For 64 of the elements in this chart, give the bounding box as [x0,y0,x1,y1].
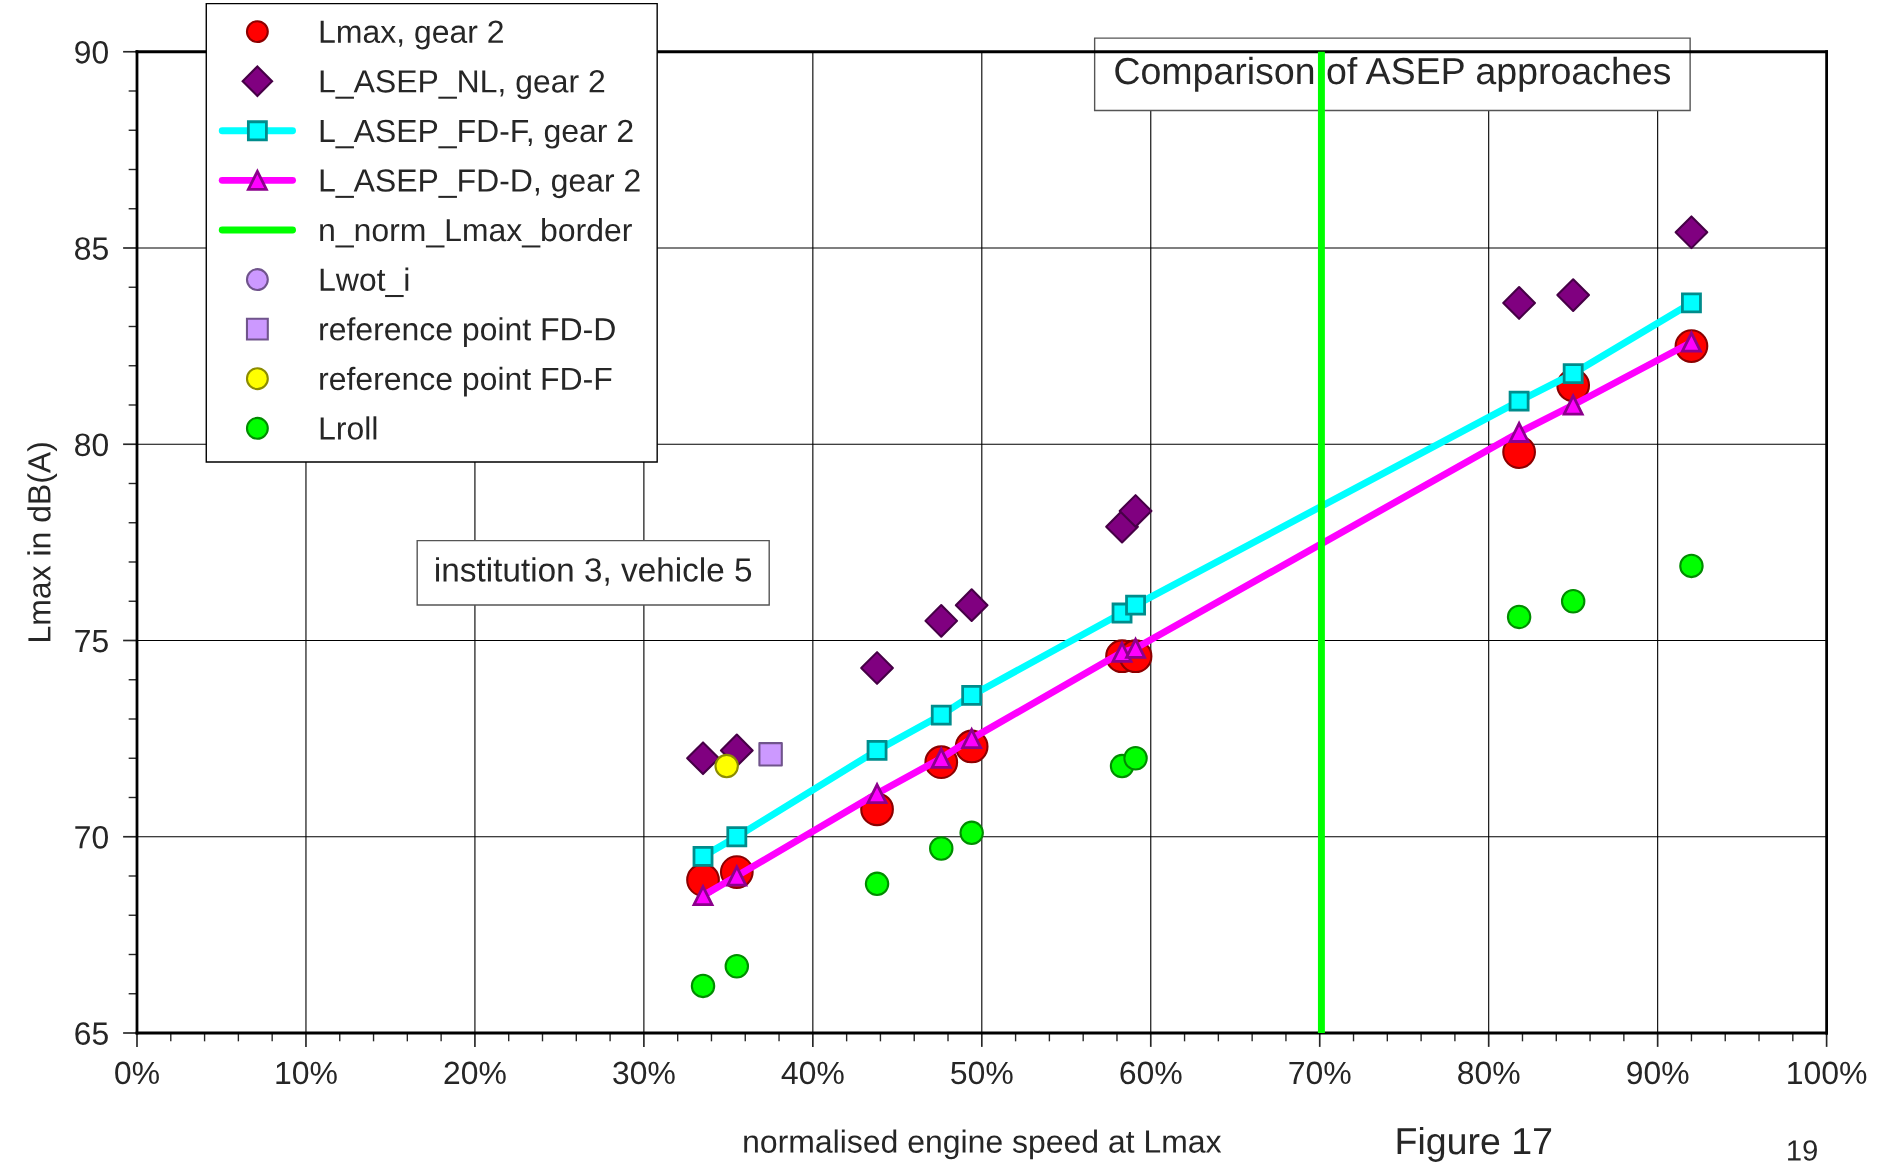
point [724,954,750,979]
legend-label: reference point FD-D [320,317,615,347]
legend-label: reference point FD-F [320,366,612,397]
legend-label: Lwot_i [320,267,409,298]
legend-label: n_norm_Lmax_border [320,217,632,248]
y-tick-label: 65 [75,1022,108,1045]
y-tick-label: 80 [75,433,108,457]
point [924,604,959,638]
x-tick-label: 80% [1458,1061,1520,1085]
legend-label: Lmax, gear 2 [320,20,503,50]
point [864,871,890,897]
point [866,739,888,761]
legend-label: L_ASEP_FD-F, gear 2 [320,119,633,149]
point [1125,594,1146,616]
text: 19 [1788,1140,1817,1161]
point [959,820,984,846]
x-tick-label: 60% [1120,1061,1182,1085]
annotation: Comparison of ASEP approaches [1115,56,1671,92]
x-tick-label: 20% [444,1061,506,1085]
point [686,741,720,776]
x-tick-label: 0% [115,1061,159,1085]
point [758,742,783,767]
point [1123,746,1148,771]
legend-label: L_ASEP_NL, gear 2 [320,70,605,99]
x-tick-label: 10% [276,1061,337,1085]
caption: Figure 17 [1397,1126,1552,1162]
point [1508,390,1530,412]
point [1502,286,1536,320]
point [930,704,952,726]
point [1556,278,1591,312]
point [1681,292,1702,314]
point [1562,363,1584,385]
y-tick-label: 70 [75,826,108,849]
x-tick-label: 100% [1788,1061,1867,1085]
x-tick-label: 50% [951,1061,1013,1085]
point [1674,215,1709,250]
x-tick-label: 30% [613,1061,675,1085]
point [714,753,739,779]
point [929,836,954,861]
y-axis-title: Lmax in dB(A) [27,443,58,641]
point [954,588,989,623]
y-tick-label: 75 [75,630,108,653]
legend-label: Lroll [320,416,377,440]
point [692,845,714,867]
x-tick-label: 90% [1627,1061,1689,1085]
point [866,783,888,804]
legend-label: L_ASEP_FD-D, gear 2 [320,169,640,199]
point [1506,604,1532,630]
point [961,685,983,706]
point [1560,589,1586,614]
point [726,826,748,848]
x-tick-label: 70% [1289,1061,1351,1085]
point [1508,422,1530,443]
point [1118,494,1153,528]
point [860,651,894,685]
annotation: institution 3, vehicle 5 [436,557,752,586]
y-tick-label: 85 [75,237,108,260]
point [690,973,716,999]
point [1679,553,1704,579]
x-tick-label: 40% [781,1061,844,1085]
point [692,885,714,907]
y-tick-label: 90 [75,41,108,64]
point [1562,394,1584,416]
x-axis-title: normalised engine speed at Lmax [744,1129,1222,1160]
